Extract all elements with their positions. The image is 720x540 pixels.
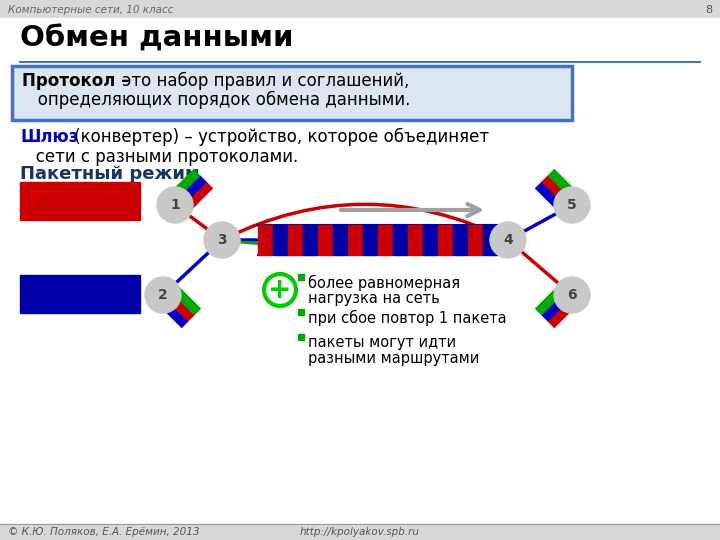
Bar bbox=[298, 334, 304, 340]
Text: Шлюз: Шлюз bbox=[20, 128, 78, 146]
Circle shape bbox=[204, 222, 240, 258]
Text: (конвертер) – устройство, которое объединяет: (конвертер) – устройство, которое объеди… bbox=[69, 128, 489, 146]
Bar bbox=[303, 225, 317, 255]
Circle shape bbox=[264, 274, 296, 306]
Bar bbox=[20, 182, 140, 220]
Bar bbox=[0, 524, 720, 540]
Bar bbox=[288, 225, 302, 255]
Circle shape bbox=[490, 222, 526, 258]
Text: 5: 5 bbox=[567, 198, 577, 212]
Text: © К.Ю. Поляков, Е.А. Ерёмин, 2013: © К.Ю. Поляков, Е.А. Ерёмин, 2013 bbox=[8, 527, 199, 537]
Text: Пакетный режим: Пакетный режим bbox=[20, 165, 199, 183]
Bar bbox=[348, 225, 362, 255]
Text: 3: 3 bbox=[217, 233, 227, 247]
Text: Компьютерные сети, 10 класс: Компьютерные сети, 10 класс bbox=[8, 5, 174, 15]
Bar bbox=[378, 225, 392, 255]
Bar bbox=[0, 0, 720, 18]
Bar bbox=[298, 309, 304, 315]
FancyBboxPatch shape bbox=[12, 66, 572, 120]
Bar bbox=[333, 225, 347, 255]
Text: +: + bbox=[269, 276, 292, 304]
Bar bbox=[438, 225, 452, 255]
Text: 1: 1 bbox=[170, 198, 180, 212]
Text: Протокол –: Протокол – bbox=[22, 72, 130, 90]
Text: при сбое повтор 1 пакета: при сбое повтор 1 пакета bbox=[308, 310, 507, 326]
Bar bbox=[363, 225, 377, 255]
Bar bbox=[318, 225, 332, 255]
Bar bbox=[408, 225, 422, 255]
Bar bbox=[468, 225, 482, 255]
Circle shape bbox=[554, 277, 590, 313]
Bar bbox=[20, 275, 140, 313]
Text: определяющих порядок обмена данными.: определяющих порядок обмена данными. bbox=[22, 91, 410, 109]
Circle shape bbox=[554, 187, 590, 223]
Text: нагрузка на сеть: нагрузка на сеть bbox=[308, 291, 440, 306]
Circle shape bbox=[157, 187, 193, 223]
Text: 2: 2 bbox=[158, 288, 168, 302]
Text: 8: 8 bbox=[705, 5, 712, 15]
Text: пакеты могут идти: пакеты могут идти bbox=[308, 335, 456, 350]
Text: 4: 4 bbox=[503, 233, 513, 247]
Bar bbox=[423, 225, 437, 255]
Text: разными маршрутами: разными маршрутами bbox=[308, 351, 480, 366]
Bar bbox=[298, 274, 304, 280]
Text: Обмен данными: Обмен данными bbox=[20, 25, 294, 53]
Text: сети с разными протоколами.: сети с разными протоколами. bbox=[20, 148, 298, 166]
Bar bbox=[453, 225, 467, 255]
Bar bbox=[273, 225, 287, 255]
Bar bbox=[483, 225, 497, 255]
Circle shape bbox=[145, 277, 181, 313]
Bar bbox=[393, 225, 407, 255]
Text: более равномерная: более равномерная bbox=[308, 275, 460, 291]
Bar bbox=[258, 225, 272, 255]
Text: это набор правил и соглашений,: это набор правил и соглашений, bbox=[117, 72, 410, 90]
Text: 6: 6 bbox=[567, 288, 577, 302]
Text: http://kpolyakov.spb.ru: http://kpolyakov.spb.ru bbox=[300, 527, 420, 537]
